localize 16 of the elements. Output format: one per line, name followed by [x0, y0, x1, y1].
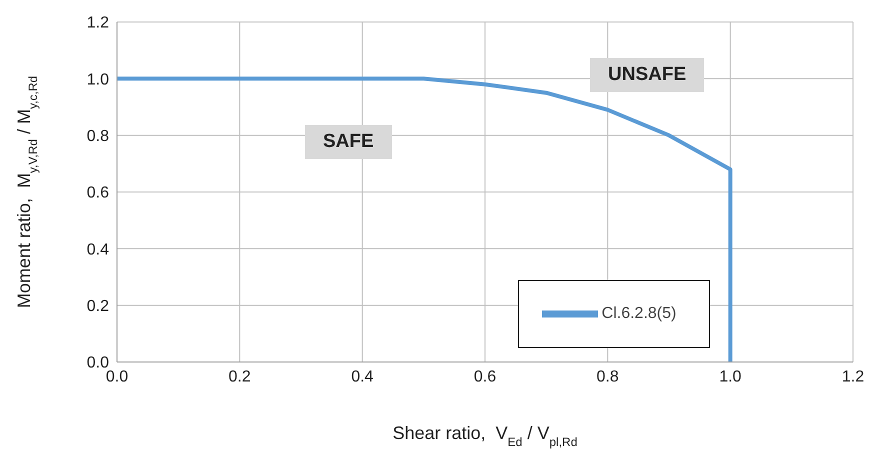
x-tick-label: 1.2: [842, 368, 864, 386]
y-tick-label: 1.2: [86, 14, 110, 32]
legend-label: Cl.6.2.8(5): [602, 305, 676, 322]
x-tick-label: 0.8: [596, 368, 619, 386]
x-tick-label: 1.0: [719, 368, 742, 386]
x-tick-label: 0.2: [228, 368, 251, 386]
y-tick-label: 0.6: [86, 184, 110, 202]
x-axis-title: Shear ratio, V$_{Ed}$ / V$_{pl,Rd}$: [392, 423, 578, 449]
annotation: UNSAFE: [590, 58, 704, 92]
y-tick-label: 1.0: [86, 71, 110, 88]
x-tick-label: 0.4: [351, 368, 374, 386]
y-tick-label: 0.8: [86, 128, 110, 146]
y-tick-label: 0.2: [86, 298, 110, 316]
annotation: SAFE: [305, 125, 392, 159]
y-tick-label: 0.4: [86, 241, 110, 258]
x-tick-label: 0.6: [474, 368, 496, 386]
